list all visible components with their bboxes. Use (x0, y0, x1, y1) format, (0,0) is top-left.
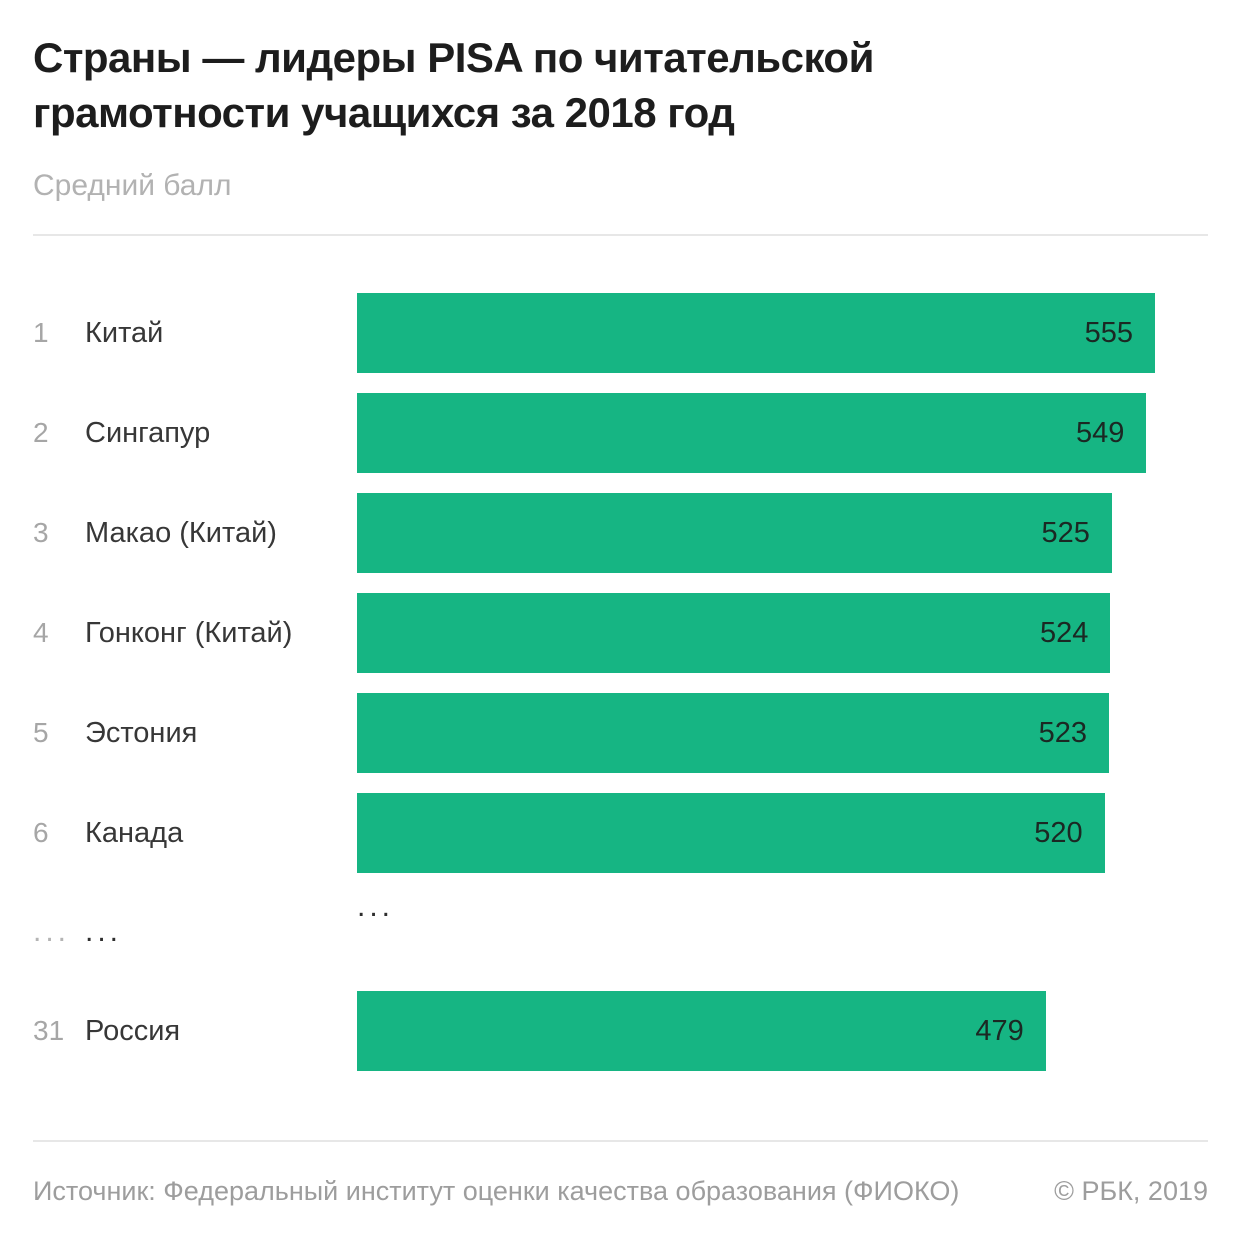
value-label: 479 (975, 1014, 1024, 1047)
chart-row-1: 1 Китай 555 (33, 293, 1208, 373)
value-bar: 479 (357, 991, 1046, 1071)
value-label: 523 (1038, 716, 1087, 749)
rank-label: 4 (33, 617, 49, 648)
value-label: 549 (1075, 416, 1125, 449)
value-bar: 525 (357, 493, 1112, 573)
rank-ellipsis: ... (33, 915, 71, 948)
rank-label: 5 (33, 717, 49, 748)
bar-chart: 1 Китай 555 2 Сингапур 549 3 Макао (Кита… (33, 293, 1208, 1091)
rank-label: 6 (33, 817, 49, 848)
value-label: 524 (1040, 616, 1089, 649)
chart-row-2: 2 Сингапур 549 (33, 393, 1208, 473)
chart-row-6: 6 Канада 520 (33, 793, 1208, 873)
country-label: Эстония (85, 716, 198, 749)
chart-row-4: 4 Гонконг (Китай) 524 (33, 593, 1208, 673)
chart-row-russia: 31 Россия 479 (33, 991, 1208, 1071)
value-bar: 523 (357, 693, 1109, 773)
country-ellipsis: ... (85, 914, 123, 948)
country-label: Канада (85, 816, 184, 849)
bar-track: 525 (357, 493, 1155, 573)
rank-label: 2 (33, 417, 49, 448)
copyright-text: © РБК, 2019 (1054, 1176, 1208, 1206)
bottom-divider (33, 1140, 1208, 1142)
chart-row-3: 3 Макао (Китай) 525 (33, 493, 1208, 573)
ellipsis-row: ... ... ... (33, 892, 1208, 972)
source-text: Источник: Федеральный институт оценки ка… (33, 1176, 960, 1206)
bar-track: 520 (357, 793, 1155, 873)
page-title: Страны — лидеры PISA по читательской гра… (33, 34, 874, 136)
country-label: Макао (Китай) (85, 516, 277, 549)
bar-track: 555 (357, 293, 1155, 373)
rank-label: 1 (33, 317, 49, 348)
value-bar: 555 (357, 293, 1155, 373)
value-label: 555 (1084, 316, 1133, 349)
country-label: Китай (85, 316, 164, 349)
value-bar: 524 (357, 593, 1111, 673)
top-divider (33, 234, 1208, 236)
value-bar: 549 (357, 393, 1147, 473)
chart-subtitle: Средний балл (33, 169, 232, 202)
bar-track: 549 (357, 393, 1155, 473)
footer: Источник: Федеральный институт оценки ка… (33, 1175, 1208, 1208)
bar-ellipsis: ... (357, 890, 395, 923)
country-label: Сингапур (85, 416, 211, 449)
bar-track: 523 (357, 693, 1155, 773)
rank-label: 31 (33, 1015, 65, 1046)
bar-track: 479 (357, 991, 1155, 1071)
value-label: 525 (1041, 516, 1090, 549)
country-label: Россия (85, 1014, 181, 1047)
chart-row-5: 5 Эстония 523 (33, 693, 1208, 773)
country-label: Гонконг (Китай) (85, 616, 293, 649)
bar-track: ... (357, 892, 1155, 972)
value-label: 520 (1034, 816, 1083, 849)
value-bar: 520 (357, 793, 1105, 873)
rank-label: 3 (33, 517, 49, 548)
bar-track: 524 (357, 593, 1155, 673)
